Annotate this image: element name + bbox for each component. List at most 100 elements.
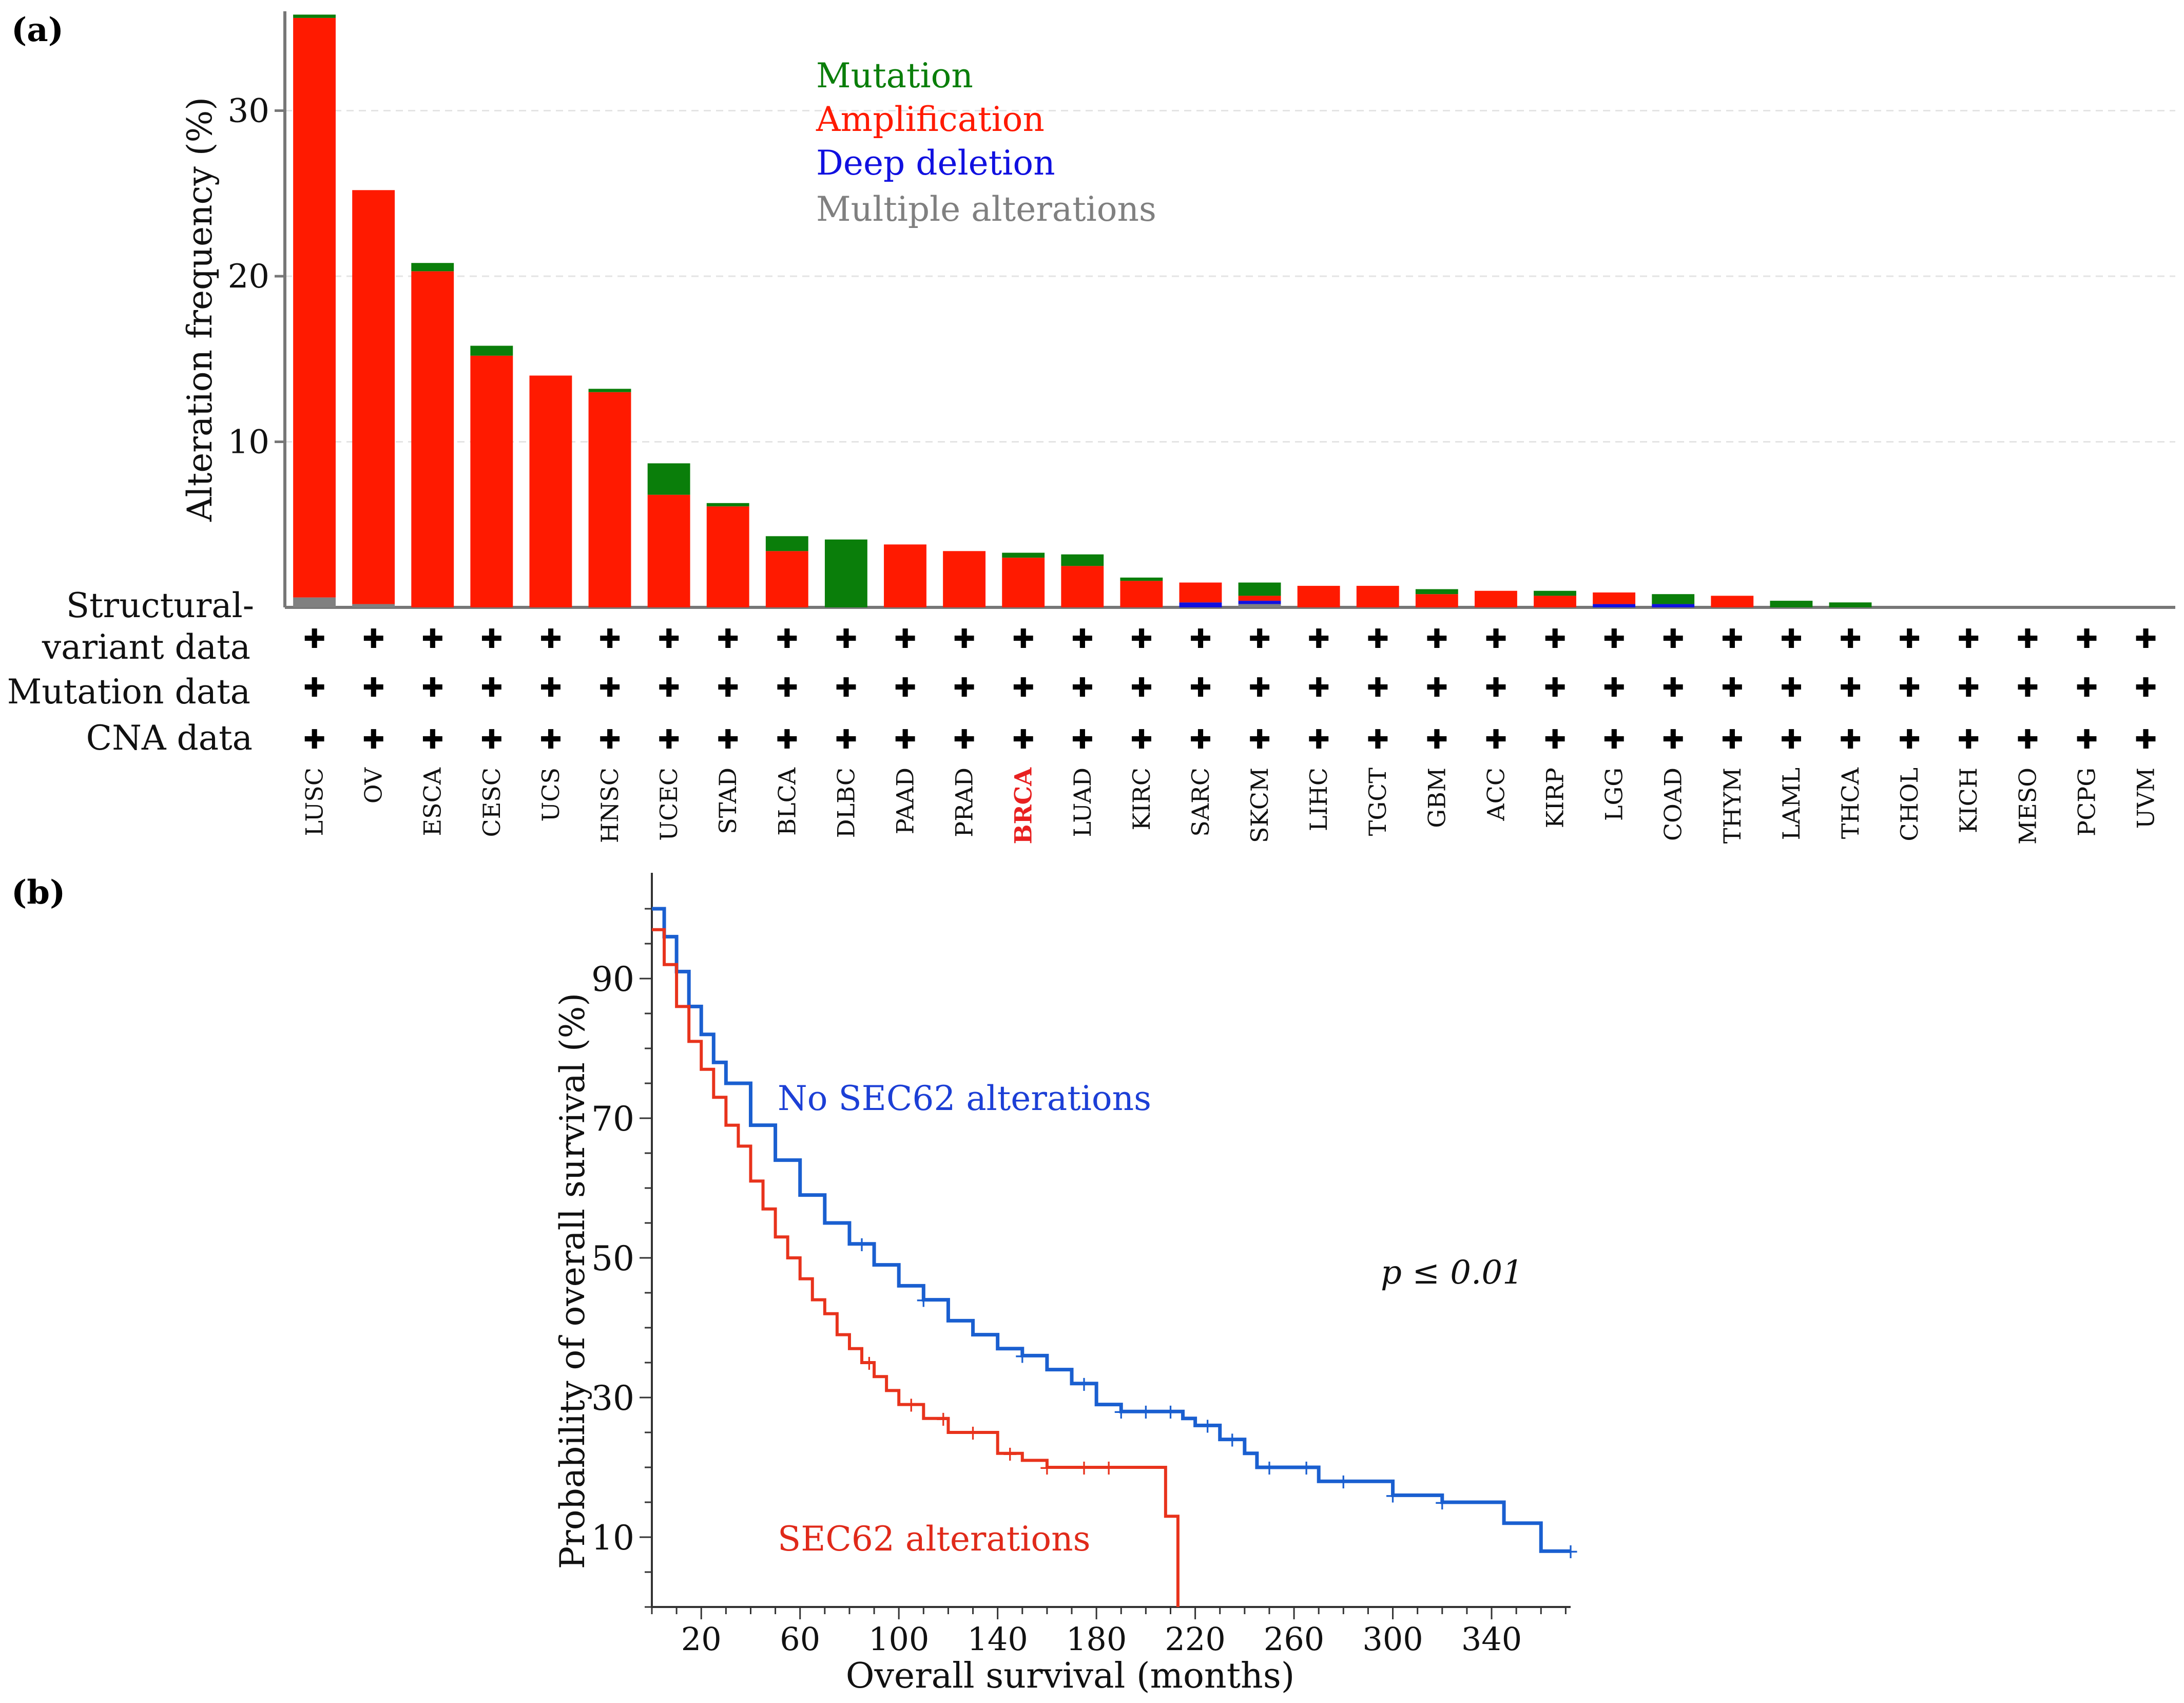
data-marker-sv-ucs: ✚ bbox=[539, 624, 562, 655]
bar-skcm-multiple bbox=[1238, 604, 1281, 607]
censor-mark-no-alterations: + bbox=[853, 1233, 871, 1256]
bar-stad-amplification bbox=[706, 506, 749, 607]
category-label-tgct: TGCT bbox=[1364, 768, 1391, 836]
data-marker-mutation-acc: ✚ bbox=[1485, 673, 1507, 703]
data-marker-mutation-esca: ✚ bbox=[421, 673, 444, 703]
censor-mark-alterations: + bbox=[1075, 1456, 1093, 1480]
data-marker-mutation-meso: ✚ bbox=[2016, 673, 2039, 703]
data-marker-mutation-tgct: ✚ bbox=[1366, 673, 1389, 703]
data-marker-sv-hnsc: ✚ bbox=[598, 624, 621, 655]
legend-amplification: Amplification bbox=[816, 100, 1045, 139]
data-marker-sv-sarc: ✚ bbox=[1189, 624, 1212, 655]
data-marker-cna-coad: ✚ bbox=[1662, 724, 1685, 755]
data-marker-sv-stad: ✚ bbox=[717, 624, 739, 655]
bar-coad-mutation bbox=[1652, 594, 1695, 604]
data-marker-sv-cesc: ✚ bbox=[480, 624, 503, 655]
category-label-prad: PRAD bbox=[951, 768, 978, 837]
x-tick-label: 300 bbox=[1362, 1620, 1423, 1658]
data-marker-mutation-sarc: ✚ bbox=[1189, 673, 1212, 703]
bar-lusc-multiple bbox=[293, 597, 336, 607]
data-marker-mutation-thca: ✚ bbox=[1839, 673, 1862, 703]
bar-blca-mutation bbox=[765, 536, 808, 551]
censor-mark-alterations: + bbox=[902, 1393, 920, 1417]
data-marker-mutation-lgg: ✚ bbox=[1603, 673, 1626, 703]
data-marker-sv-paad: ✚ bbox=[894, 624, 917, 655]
censor-mark-no-alterations: + bbox=[1434, 1491, 1451, 1515]
x-tick-label: 100 bbox=[868, 1620, 929, 1658]
data-marker-cna-sarc: ✚ bbox=[1189, 724, 1212, 755]
data-marker-sv-tgct: ✚ bbox=[1366, 624, 1389, 655]
bar-skcm-deep-deletion bbox=[1238, 601, 1281, 604]
data-marker-mutation-blca: ✚ bbox=[776, 673, 799, 703]
bar-ucec-mutation bbox=[647, 463, 690, 495]
data-marker-cna-paad: ✚ bbox=[894, 724, 917, 755]
x-tick-label: 20 bbox=[681, 1620, 722, 1658]
data-marker-mutation-kirc: ✚ bbox=[1130, 673, 1153, 703]
bar-ov-amplification bbox=[352, 190, 395, 604]
category-label-acc: ACC bbox=[1482, 768, 1510, 821]
data-marker-sv-gbm: ✚ bbox=[1426, 624, 1448, 655]
legend-deep-deletion: Deep deletion bbox=[816, 143, 1055, 183]
category-label-coad: COAD bbox=[1659, 768, 1687, 841]
bar-skcm-mutation bbox=[1238, 582, 1281, 596]
panel-a-label: (a) bbox=[11, 11, 64, 49]
data-marker-cna-ov: ✚ bbox=[362, 724, 385, 755]
bar-tgct-amplification bbox=[1356, 586, 1399, 607]
censor-mark-no-alterations: + bbox=[1014, 1344, 1031, 1368]
data-marker-sv-ucec: ✚ bbox=[658, 624, 680, 655]
y-tick-label: 10 bbox=[591, 1518, 634, 1558]
row-label-mutation: Mutation data bbox=[7, 672, 250, 712]
category-label-kirc: KIRC bbox=[1128, 768, 1155, 830]
x-tick-label: 140 bbox=[967, 1620, 1028, 1658]
data-marker-cna-lusc: ✚ bbox=[303, 724, 326, 755]
bar-brca-amplification bbox=[1002, 558, 1045, 607]
data-marker-cna-chol: ✚ bbox=[1898, 724, 1921, 755]
data-marker-sv-laml: ✚ bbox=[1780, 624, 1803, 655]
category-label-esca: ESCA bbox=[419, 767, 447, 836]
data-marker-mutation-thym: ✚ bbox=[1721, 673, 1744, 703]
censor-mark-alterations: + bbox=[964, 1421, 982, 1445]
data-marker-sv-lihc: ✚ bbox=[1307, 624, 1330, 655]
data-marker-cna-thca: ✚ bbox=[1839, 724, 1862, 755]
category-label-sarc: SARC bbox=[1187, 768, 1214, 837]
category-label-ucs: UCS bbox=[537, 768, 565, 821]
data-marker-sv-brca: ✚ bbox=[1012, 624, 1035, 655]
bar-lgg-amplification bbox=[1593, 592, 1636, 604]
data-marker-cna-kirp: ✚ bbox=[1544, 724, 1567, 755]
category-label-brca: BRCA bbox=[1010, 767, 1037, 845]
data-marker-sv-lgg: ✚ bbox=[1603, 624, 1626, 655]
p-value-annotation: p ≤ 0.01 bbox=[1381, 1254, 1523, 1292]
data-marker-cna-pcpg: ✚ bbox=[2076, 724, 2098, 755]
censor-mark-no-alterations: + bbox=[1199, 1414, 1216, 1438]
x-tick-label: 180 bbox=[1066, 1620, 1127, 1658]
data-marker-cna-uvm: ✚ bbox=[2135, 724, 2157, 755]
category-label-lusc: LUSC bbox=[301, 768, 328, 836]
data-marker-cna-tgct: ✚ bbox=[1366, 724, 1389, 755]
row-label-sv-line2: variant data bbox=[42, 627, 250, 667]
censor-mark-alterations: + bbox=[1038, 1456, 1056, 1480]
data-marker-mutation-kirp: ✚ bbox=[1544, 673, 1567, 703]
data-marker-cna-lgg: ✚ bbox=[1603, 724, 1626, 755]
data-marker-cna-lihc: ✚ bbox=[1307, 724, 1330, 755]
data-marker-mutation-stad: ✚ bbox=[717, 673, 739, 703]
series-label-alterations: SEC62 alterations bbox=[778, 1519, 1091, 1559]
survival-curve-alterations bbox=[652, 928, 1180, 1607]
bar-brca-mutation bbox=[1002, 552, 1045, 558]
category-label-blca: BLCA bbox=[773, 767, 801, 836]
data-marker-mutation-lusc: ✚ bbox=[303, 673, 326, 703]
data-marker-mutation-gbm: ✚ bbox=[1426, 673, 1448, 703]
category-label-laml: LAML bbox=[1777, 768, 1805, 840]
data-marker-cna-cesc: ✚ bbox=[480, 724, 503, 755]
bar-kirc-mutation bbox=[1120, 577, 1163, 581]
data-marker-sv-ov: ✚ bbox=[362, 624, 385, 655]
data-marker-cna-meso: ✚ bbox=[2016, 724, 2039, 755]
bar-kirc-amplification bbox=[1120, 581, 1163, 607]
data-marker-cna-hnsc: ✚ bbox=[598, 724, 621, 755]
y-axis-label: Alteration frequency (%) bbox=[180, 97, 220, 522]
data-marker-mutation-cesc: ✚ bbox=[480, 673, 503, 703]
category-label-stad: STAD bbox=[714, 768, 742, 834]
data-marker-sv-prad: ✚ bbox=[953, 624, 976, 655]
survival-chart: 10 30 50 70 90 20 60 100 140 180 220 260 300 340 Overa… bbox=[553, 873, 1579, 1696]
censor-mark-no-alterations: + bbox=[1112, 1400, 1130, 1424]
